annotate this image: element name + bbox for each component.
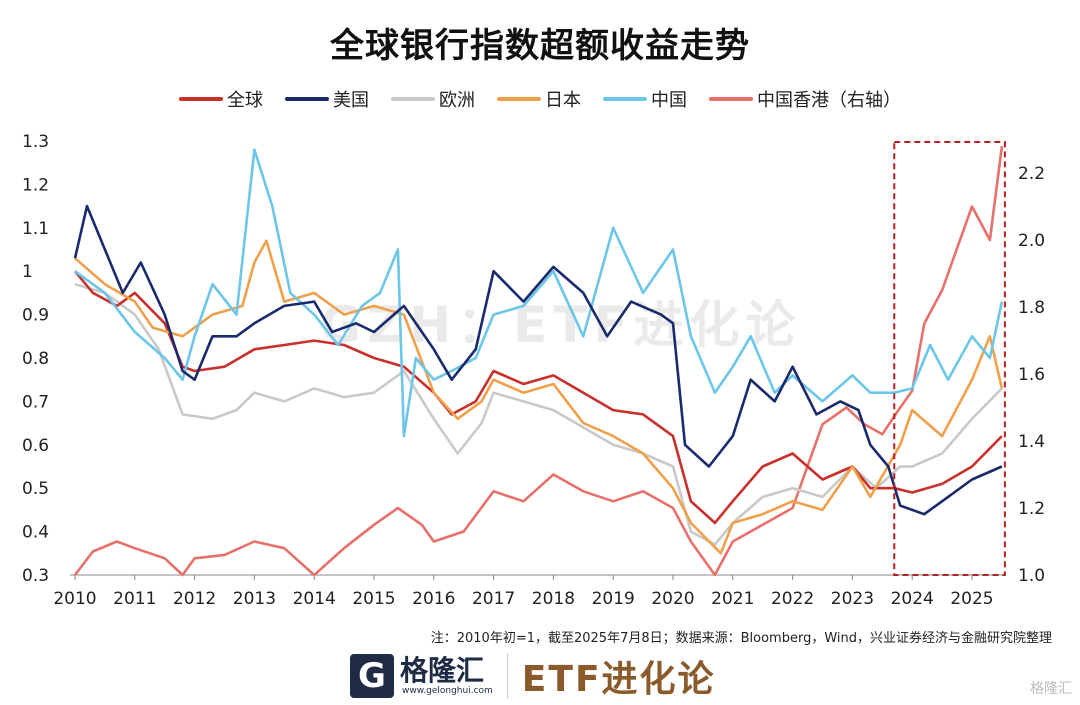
y-left-tick-label: 1.1 [22,219,49,239]
series-line-3 [74,239,1004,555]
x-tick-label: 2018 [532,589,575,609]
x-tick-label: 2014 [293,589,336,609]
x-tick-label: 2012 [173,589,216,609]
y-left-tick-label: 0.6 [22,436,49,456]
legend-item: 全球 [179,86,263,112]
y-left-tick-label: 0.3 [22,566,49,586]
brand-footer: G 格隆汇 www.gelonghui.com ETF进化论 [350,650,716,702]
brand-name: 格隆汇 [400,654,485,687]
legend-label: 日本 [545,90,581,111]
chart-title: 全球银行指数超额收益走势 [330,26,750,66]
chart-svg: 2010 2011 2012 2013 2014 2015 2016 2017 2018 2019… [22,132,1045,609]
y-right-tick-label: 1.0 [1018,566,1045,586]
legend-item: 中国香港（右轴） [709,86,901,112]
legend-swatch [709,97,753,101]
y-left-tick-label: 0.4 [22,523,49,543]
y-right-tick-label: 1.4 [1018,432,1045,452]
source-note: 注：2010年初=1，截至2025年7月8日；数据来源：Bloomberg，Wi… [430,631,1052,646]
y-left-tick-label: 1 [22,262,33,282]
legend-label: 全球 [227,90,263,111]
legend-item: 美国 [285,86,369,112]
y-right-tick-label: 2.0 [1018,231,1045,251]
x-tick-label: 2016 [412,589,455,609]
y-right-tick-label: 2.2 [1018,164,1045,184]
y-left-tick-label: 0.8 [22,349,49,369]
corner-watermark: 格隆汇 [1030,681,1072,697]
x-tick-label: 2013 [233,589,276,609]
legend-swatch [285,97,329,101]
legend-label: 中国香港（右轴） [757,90,901,111]
x-tick-label: 2010 [53,589,96,609]
x-tick-label: 2015 [352,589,395,609]
legend-label: 中国 [651,90,687,111]
x-tick-label: 2017 [472,589,515,609]
y-left-tick-label: 0.5 [22,479,49,499]
x-tick-label: 2025 [950,589,993,609]
column-name: ETF进化论 [521,659,716,700]
y-left-tick-label: 0.9 [22,306,49,326]
legend-label: 欧洲 [439,90,475,111]
x-tick-label: 2019 [592,589,635,609]
highlight-box [893,141,1006,576]
brand-url: www.gelonghui.com [402,686,493,696]
series-line-1 [73,204,1003,516]
x-tick-label: 2022 [771,589,814,609]
x-tick-label: 2021 [711,589,754,609]
gelonghui-logo-icon: G [350,654,394,698]
y-left-tick-label: 1.3 [22,132,49,152]
y-left-tick-label: 1.2 [22,175,49,195]
legend-swatch [497,97,541,101]
y-right-tick-label: 1.8 [1018,298,1045,318]
legend-swatch [179,97,223,101]
legend-item: 欧洲 [391,86,475,112]
x-tick-label: 2011 [113,589,156,609]
legend: 全球 美国 欧洲 日本 中国 中国香港（右轴） [0,86,1080,112]
legend-label: 美国 [333,90,369,111]
y-right-tick-label: 1.2 [1018,499,1045,519]
series-line-4 [74,148,1004,438]
series-line-5 [73,146,1004,577]
legend-swatch [391,97,435,101]
y-left-tick-label: 0.7 [22,392,49,412]
series-line-2 [74,282,1003,546]
legend-item: 日本 [497,86,581,112]
legend-swatch [603,97,647,101]
brand-divider [506,653,508,699]
x-tick-label: 2020 [651,589,694,609]
legend-item: 中国 [603,86,687,112]
x-tick-label: 2023 [831,589,874,609]
y-right-tick-label: 1.6 [1018,365,1045,385]
x-tick-label: 2024 [891,589,934,609]
